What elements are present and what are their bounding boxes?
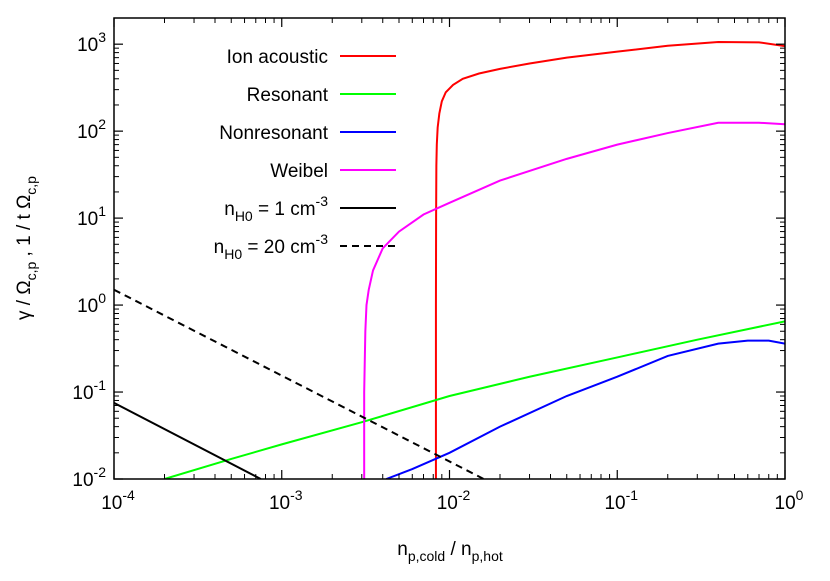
series-line-5 bbox=[114, 288, 485, 479]
series-line-0 bbox=[434, 40, 785, 479]
x-tick-label: 10-1 bbox=[604, 487, 638, 514]
y-tick-label: 100 bbox=[77, 290, 106, 317]
y-axis-label: γ / Ωc,p , 1 / t Ωc,p bbox=[14, 176, 39, 320]
legend-label-1: Resonant bbox=[247, 85, 329, 106]
legend-label-5: nH0 = 20 cm-3 bbox=[214, 231, 329, 262]
tick-layer: 10-4 10-3 10-2 10-1 100 10-2 10-1 100 101 102 103 bbox=[72, 17, 804, 514]
series-line-4 bbox=[114, 402, 262, 479]
y-tick-label: 102 bbox=[77, 116, 106, 143]
y-tick-label: 10-2 bbox=[72, 464, 106, 491]
series-layer bbox=[114, 40, 785, 479]
y-tick-label: 10-1 bbox=[72, 377, 106, 404]
legend-label-3: Weibel bbox=[270, 161, 328, 182]
series-line-3 bbox=[363, 121, 785, 479]
legend: Ion acoustic Resonant Nonresonant Weibel nH0… bbox=[214, 47, 396, 262]
series-line-2 bbox=[385, 339, 785, 479]
x-tick-label: 10-2 bbox=[437, 487, 471, 514]
legend-label-0: Ion acoustic bbox=[227, 47, 328, 68]
legend-label-4: nH0 = 1 cm-3 bbox=[224, 193, 328, 224]
y-tick-label: 101 bbox=[77, 203, 106, 230]
legend-label-2: Nonresonant bbox=[219, 123, 329, 144]
x-tick-label: 10-4 bbox=[101, 487, 135, 514]
x-axis-label: np,cold / np,hot bbox=[397, 539, 503, 564]
plot-area: 10-4 10-3 10-2 10-1 10010-210-1100101102103 … bbox=[72, 17, 804, 514]
x-tick-label: 10-3 bbox=[269, 487, 303, 514]
y-tick-label: 103 bbox=[77, 29, 106, 56]
series-line-1 bbox=[164, 320, 785, 479]
x-tick-label: 100 bbox=[775, 487, 804, 514]
